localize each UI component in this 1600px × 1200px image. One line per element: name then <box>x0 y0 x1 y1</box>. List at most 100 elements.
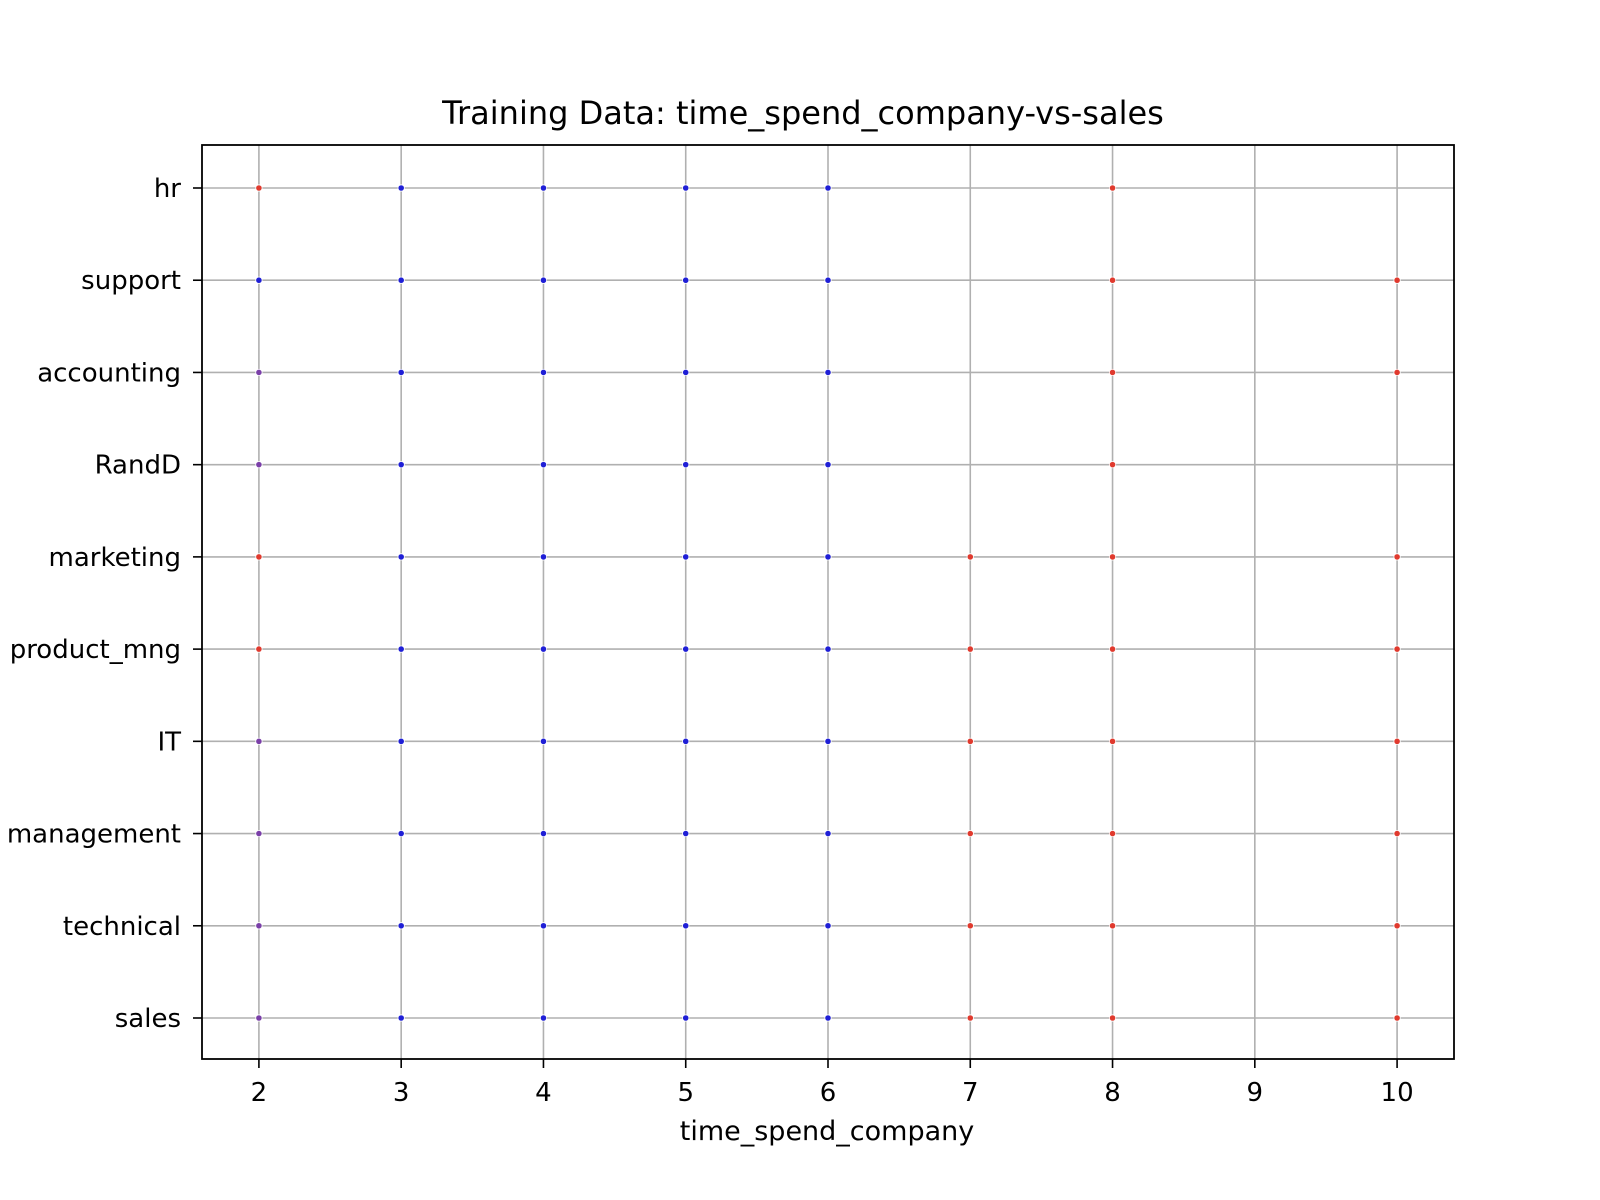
y-axis-ticks: sales technical management IT product_mng mar… <box>7 174 202 1034</box>
data-point <box>966 1014 974 1022</box>
y-tick-label: technical <box>63 912 181 942</box>
data-point <box>824 645 832 653</box>
data-point <box>397 368 405 377</box>
data-point <box>824 184 832 192</box>
data-point <box>397 645 405 653</box>
data-point <box>824 553 832 561</box>
data-point <box>682 922 690 930</box>
data-point <box>539 276 548 284</box>
x-tick-label: 3 <box>393 1078 410 1108</box>
data-point <box>682 461 690 469</box>
data-point <box>1108 922 1117 930</box>
data-point <box>824 368 832 377</box>
x-tick-label: 7 <box>962 1078 979 1108</box>
data-point <box>1108 645 1117 653</box>
data-point <box>539 829 548 838</box>
data-point <box>1393 368 1401 377</box>
data-point <box>682 184 690 192</box>
data-point <box>255 922 263 930</box>
data-point <box>1108 461 1117 469</box>
y-tick-label: accounting <box>37 358 181 388</box>
data-point <box>539 553 548 561</box>
data-point <box>682 829 690 838</box>
data-point <box>1108 184 1117 192</box>
data-point <box>682 645 690 653</box>
data-point <box>255 553 263 561</box>
x-tick-label: 6 <box>820 1078 837 1108</box>
x-axis-ticks: 2 3 4 5 6 7 8 9 10 <box>251 1059 1414 1108</box>
data-point <box>255 276 263 284</box>
data-point <box>255 1014 263 1022</box>
data-point <box>1393 276 1401 284</box>
data-point <box>1108 1014 1117 1022</box>
data-point <box>255 461 263 469</box>
data-point <box>255 829 263 838</box>
y-tick-label: sales <box>115 1004 181 1034</box>
y-tick-label: support <box>81 266 181 296</box>
data-point <box>539 737 548 745</box>
data-point <box>682 368 690 377</box>
data-point <box>1108 737 1117 745</box>
data-point <box>1393 737 1401 745</box>
x-axis-label: time_spend_company <box>680 1116 975 1147</box>
data-point <box>1393 553 1401 561</box>
data-point <box>824 1014 832 1022</box>
x-tick-label: 5 <box>677 1078 694 1108</box>
x-tick-label: 2 <box>251 1078 268 1108</box>
chart-title: Training Data: time_spend_company-vs-sal… <box>441 94 1164 132</box>
x-tick-label: 8 <box>1104 1078 1121 1108</box>
data-point <box>682 737 690 745</box>
y-tick-label: management <box>7 820 181 850</box>
data-point <box>966 645 974 653</box>
data-point <box>539 1014 548 1022</box>
data-point <box>539 645 548 653</box>
data-point <box>1108 829 1117 838</box>
data-point <box>397 737 405 745</box>
data-point <box>1108 368 1117 377</box>
data-point <box>539 368 548 377</box>
data-point <box>682 553 690 561</box>
y-tick-label: hr <box>154 174 181 204</box>
data-point <box>824 461 832 469</box>
data-point <box>1393 922 1401 930</box>
data-point <box>397 184 405 192</box>
x-tick-label: 4 <box>535 1078 552 1108</box>
data-point <box>255 645 263 653</box>
y-tick-label: IT <box>157 727 181 757</box>
data-point <box>397 553 405 561</box>
data-point <box>539 184 548 192</box>
data-point <box>397 461 405 469</box>
x-tick-label: 10 <box>1381 1078 1414 1108</box>
data-point <box>966 829 974 838</box>
data-point <box>255 368 263 377</box>
data-point <box>824 829 832 838</box>
y-tick-label: marketing <box>49 543 181 573</box>
data-point <box>824 922 832 930</box>
data-point <box>397 922 405 930</box>
data-point <box>682 276 690 284</box>
data-point <box>255 184 263 192</box>
data-point <box>1393 1014 1401 1022</box>
data-point <box>1393 829 1401 838</box>
data-point <box>966 922 974 930</box>
x-tick-label: 9 <box>1247 1078 1264 1108</box>
data-point <box>539 461 548 469</box>
data-point <box>539 922 548 930</box>
data-point <box>824 276 832 284</box>
y-tick-label: RandD <box>95 451 181 481</box>
data-point <box>397 829 405 838</box>
data-point <box>682 1014 690 1022</box>
data-point <box>1393 645 1401 653</box>
data-point <box>966 737 974 745</box>
data-point <box>255 737 263 745</box>
data-point <box>397 1014 405 1022</box>
data-point <box>824 737 832 745</box>
data-point <box>1108 553 1117 561</box>
data-point <box>397 276 405 284</box>
data-points <box>255 184 1401 1022</box>
data-point <box>1108 276 1117 284</box>
y-tick-label: product_mng <box>10 635 181 665</box>
data-point <box>966 553 974 561</box>
